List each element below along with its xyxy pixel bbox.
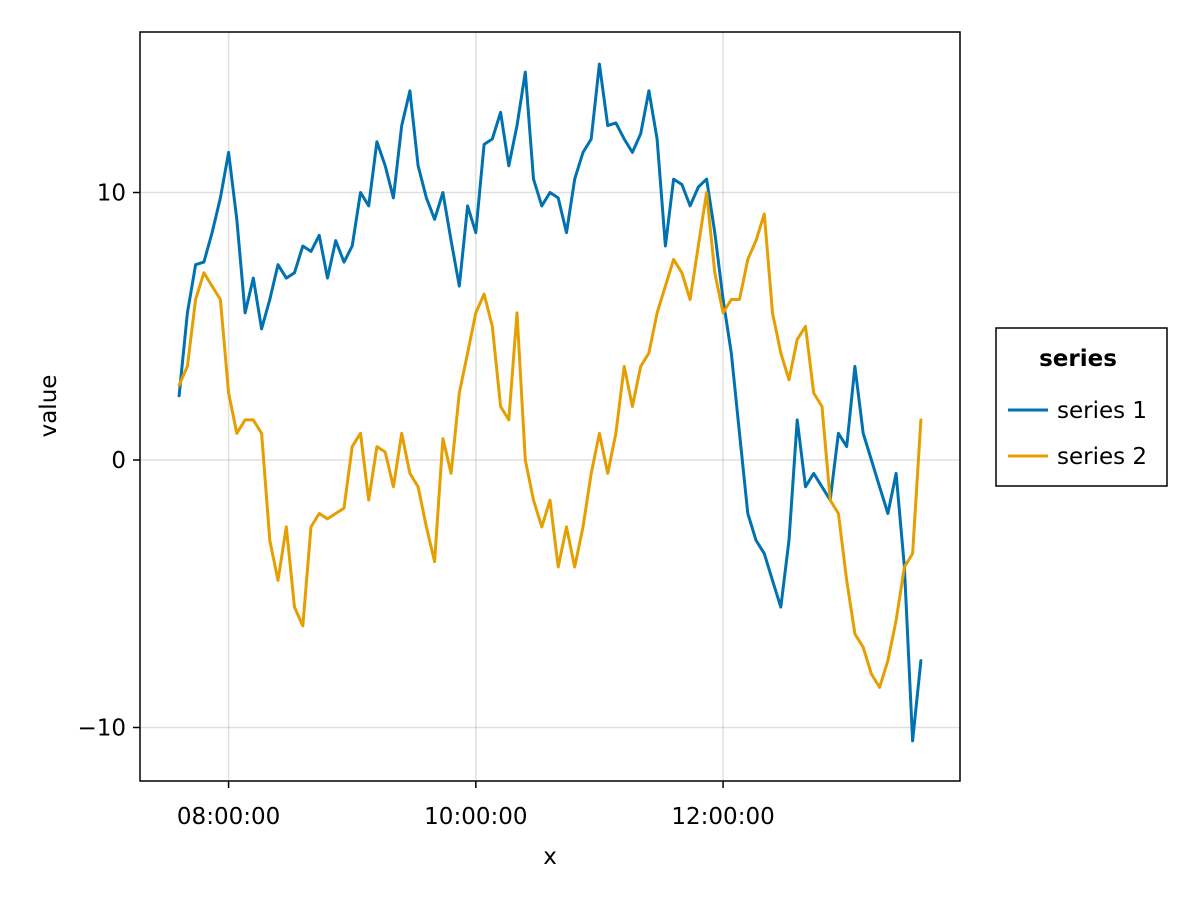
- x-tick-label: 08:00:00: [177, 804, 280, 830]
- legend: series series 1 series 2: [995, 327, 1168, 487]
- x-axis-label: x: [543, 844, 557, 870]
- series-line: [177, 191, 923, 689]
- legend-label: series 2: [1057, 444, 1147, 470]
- x-tick-label: 12:00:00: [671, 804, 774, 830]
- y-tick-label: 10: [97, 181, 126, 207]
- legend-label: series 1: [1057, 398, 1147, 424]
- y-axis-label: value: [36, 375, 62, 438]
- plot-background: [140, 32, 960, 781]
- series-line: [177, 62, 923, 743]
- series-lines: [177, 62, 923, 743]
- y-tick-label: −10: [77, 716, 126, 742]
- y-axis-ticks: −10 0 10: [77, 181, 140, 742]
- legend-entries: series 1 series 2: [1008, 398, 1147, 470]
- x-tick-label: 10:00:00: [424, 804, 527, 830]
- plot-frame: [139, 31, 961, 782]
- legend-box: [995, 327, 1168, 487]
- y-tick-label: 0: [111, 448, 126, 474]
- x-axis-ticks: 08:00:00 10:00:00 12:00:00: [177, 781, 775, 830]
- legend-title: series: [1039, 346, 1117, 372]
